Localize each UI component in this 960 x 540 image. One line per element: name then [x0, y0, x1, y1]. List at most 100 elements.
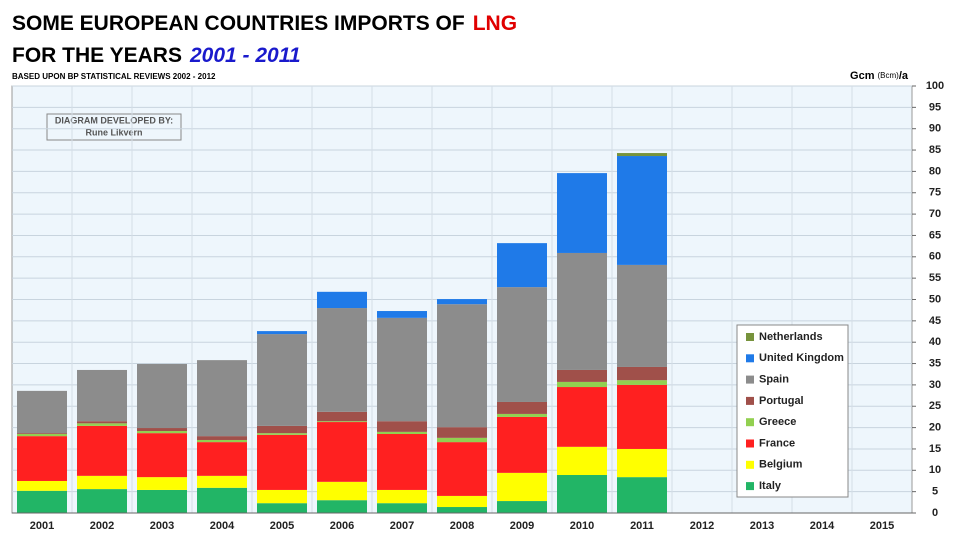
y-tick-label: 50	[929, 293, 941, 305]
bar-segment	[317, 500, 367, 513]
annotation: Rune Likvern	[85, 127, 142, 137]
bar-segment	[17, 436, 67, 481]
bar-segment	[557, 369, 607, 382]
bar-segment	[497, 287, 547, 402]
bar-segment	[137, 489, 187, 513]
y-tick-label: 90	[929, 123, 941, 135]
bar-segment	[197, 487, 247, 513]
x-tick-label: 2008	[450, 520, 474, 532]
bar-segment	[377, 317, 427, 422]
bar-segment	[77, 423, 127, 426]
y-tick-label: 75	[929, 187, 941, 199]
y-tick-label: 85	[929, 144, 941, 156]
bar-segment	[77, 489, 127, 513]
y-tick-label: 70	[929, 208, 941, 220]
bar-segment	[137, 428, 187, 432]
bar-segment	[317, 308, 367, 412]
bar-segment	[557, 173, 607, 253]
legend-swatch	[746, 418, 754, 427]
bar-segment	[557, 446, 607, 475]
y-tick-label: 25	[929, 400, 941, 412]
title-highlight: 2001 - 2011	[189, 44, 301, 67]
legend	[736, 324, 849, 498]
bar-segment	[617, 156, 667, 265]
x-tick-label: 2013	[750, 520, 774, 532]
legend-label: Portugal	[759, 395, 804, 407]
x-tick-label: 2015	[870, 520, 894, 532]
bar-segment	[257, 433, 307, 435]
bar-segment	[497, 472, 547, 502]
unit-end: /a	[899, 70, 909, 82]
bar-segment	[17, 390, 67, 434]
bar-segment	[437, 427, 487, 438]
title-highlight: LNG	[473, 12, 517, 35]
y-tick-label: 60	[929, 251, 941, 263]
y-tick-label: 5	[932, 486, 938, 498]
y-tick-label: 35	[929, 357, 941, 369]
bar-segment	[437, 507, 487, 513]
x-tick-label: 2011	[630, 520, 654, 532]
y-tick-label: 80	[929, 165, 941, 177]
bar-segment	[77, 369, 127, 422]
x-tick-label: 2001	[30, 520, 54, 532]
x-tick-label: 2004	[210, 520, 235, 532]
bar-segment	[377, 434, 427, 490]
y-tick-label: 55	[929, 272, 941, 284]
bar-segment	[317, 422, 367, 482]
bar-segment	[437, 437, 487, 443]
chart-title: FOR THE YEARS 2001 - 2011	[12, 44, 301, 67]
bar-segment	[437, 495, 487, 508]
annotation-box	[46, 113, 182, 141]
bar-segment	[77, 425, 127, 476]
legend-swatch	[746, 375, 754, 384]
bar-segment	[197, 360, 247, 437]
bar-segment	[137, 431, 187, 434]
bar-segment	[257, 331, 307, 335]
bar-segment	[617, 448, 667, 478]
bar-segment	[257, 503, 307, 513]
bar-segment	[497, 401, 547, 414]
y-tick-label: 45	[929, 315, 941, 327]
legend-label: Spain	[759, 374, 789, 386]
y-tick-label: 30	[929, 379, 941, 391]
bar-segment	[317, 411, 367, 422]
bar-segment	[497, 413, 547, 417]
x-tick-label: 2002	[90, 520, 114, 532]
bar-segment	[317, 481, 367, 501]
legend-swatch	[746, 333, 754, 341]
bar-segment	[497, 416, 547, 473]
bar-segment	[617, 380, 667, 385]
x-tick-label: 2014	[810, 520, 835, 532]
bar-segment	[257, 425, 307, 434]
bar-segment	[197, 475, 247, 488]
bar-segment	[17, 480, 67, 491]
y-tick-label: 100	[926, 80, 944, 92]
legend-label: Belgium	[759, 459, 803, 471]
bar-segment	[617, 477, 667, 513]
bar-segment	[437, 299, 487, 305]
y-tick-label: 0	[932, 507, 938, 519]
bar-segment	[557, 474, 607, 513]
legend-label: United Kingdom	[759, 352, 844, 364]
bar-segment	[497, 243, 547, 288]
bar-segment	[257, 434, 307, 490]
bar-segment	[137, 477, 187, 490]
bar-segment	[377, 503, 427, 513]
bar-segment	[617, 264, 667, 367]
bar-segment	[557, 387, 607, 447]
bar-segment	[197, 439, 247, 443]
legend-label: Netherlands	[759, 331, 823, 343]
legend-swatch	[746, 396, 754, 405]
title-text: FOR THE YEARS	[12, 44, 182, 67]
bar-segment	[497, 501, 547, 513]
bar-segment	[377, 489, 427, 504]
y-tick-label: 15	[929, 443, 941, 455]
legend-swatch	[746, 354, 754, 363]
legend-swatch	[746, 482, 754, 491]
bar-segment	[17, 434, 67, 437]
bar-segment	[377, 311, 427, 318]
unit: Gcm	[850, 70, 875, 82]
y-tick-label: 20	[929, 422, 941, 434]
legend-swatch	[746, 460, 754, 469]
